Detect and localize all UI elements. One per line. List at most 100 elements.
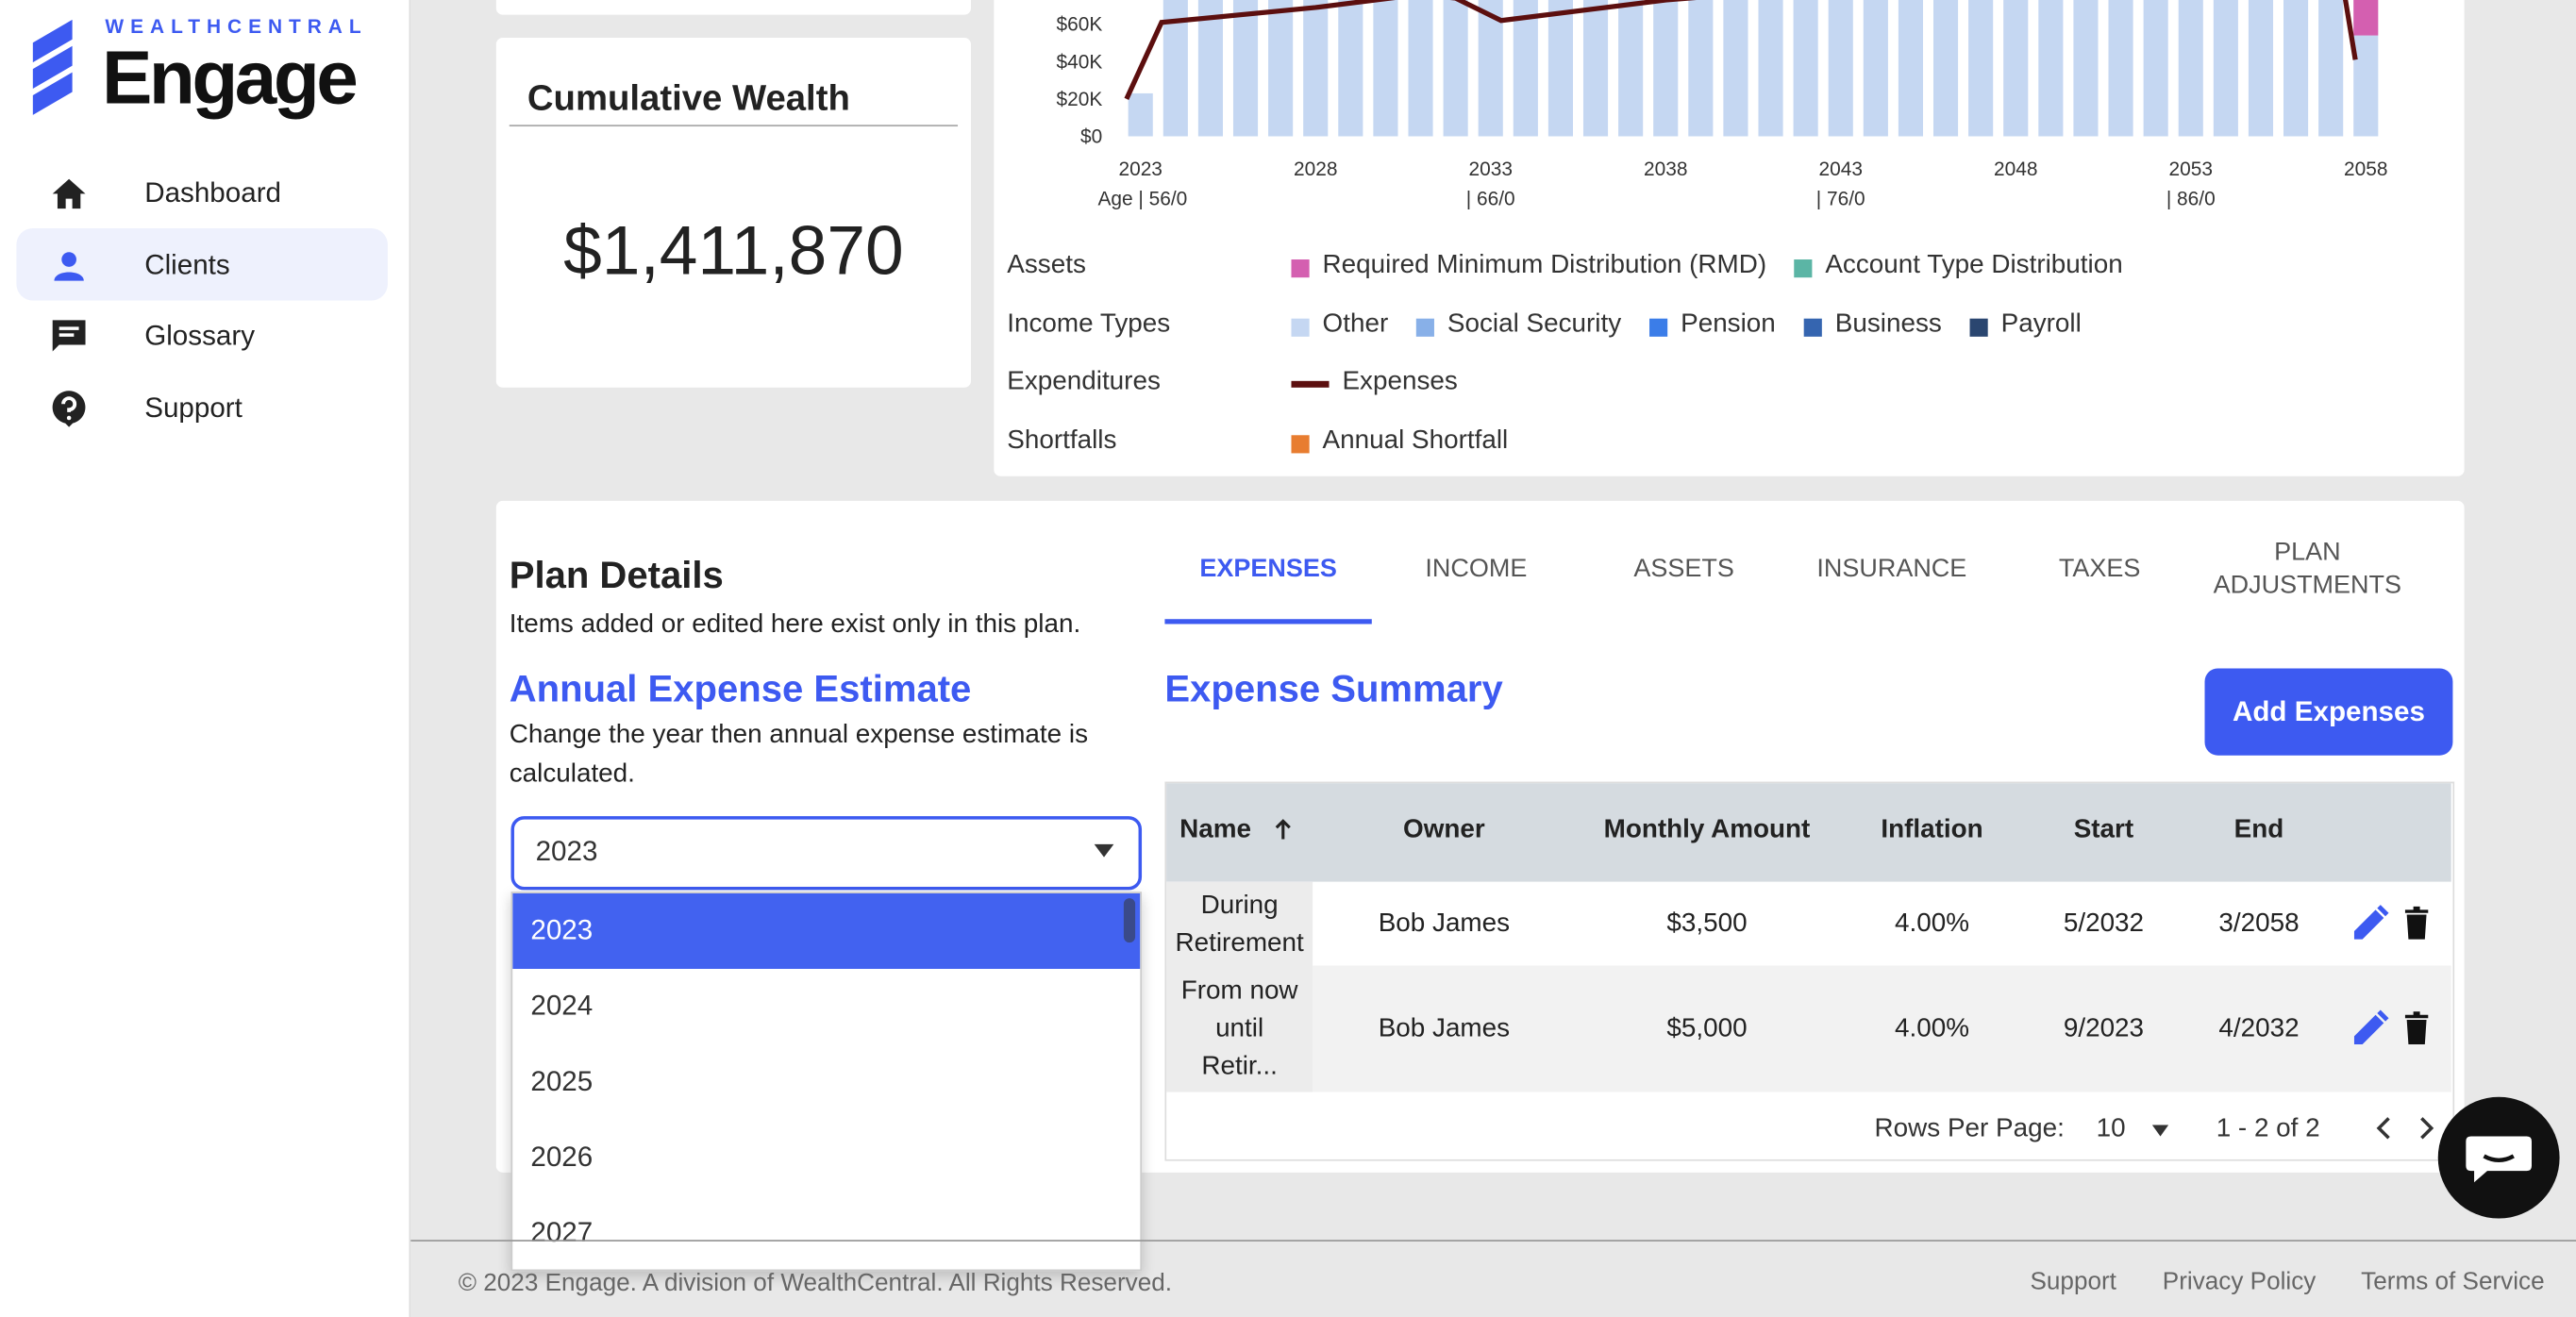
table-cell: $3,500 xyxy=(1666,909,1748,938)
x-tick-label: 2048 xyxy=(1994,158,2037,180)
legend-label: Other xyxy=(1322,309,1389,339)
copyright: © 2023 Engage. A division of WealthCentr… xyxy=(458,1269,1173,1298)
rows-per-page[interactable]: 10 xyxy=(2096,1114,2126,1143)
bar xyxy=(2213,0,2238,137)
dropdown-option[interactable]: 2025 xyxy=(530,1065,594,1097)
tab[interactable]: INSURANCE xyxy=(1816,555,1967,583)
legend-label: Business xyxy=(1834,309,1942,339)
brand-small: WEALTHCENTRAL xyxy=(105,14,368,39)
footer-link[interactable]: Support xyxy=(2030,1267,2116,1296)
pager[interactable] xyxy=(2372,1115,2438,1142)
column-header[interactable]: Name xyxy=(1179,816,1251,844)
bar xyxy=(2073,0,2099,137)
dropdown-option[interactable]: 2024 xyxy=(530,990,594,1022)
legend-group: Assets xyxy=(1007,251,1086,279)
legend-group: Expenditures xyxy=(1007,368,1161,397)
sidebar xyxy=(0,0,411,1317)
table-cell: From now until Retir... xyxy=(1180,976,1298,1081)
tab-underline xyxy=(1164,619,1372,625)
bar xyxy=(2038,0,2064,137)
add-button[interactable]: Add Expenses xyxy=(2204,668,2453,756)
bar xyxy=(1547,0,1573,137)
tab[interactable]: TAXES xyxy=(2058,555,2141,583)
bar xyxy=(2143,0,2168,137)
tab[interactable]: INCOME xyxy=(1425,555,1528,583)
legend-group: Income Types xyxy=(1007,309,1171,339)
year-select[interactable] xyxy=(510,816,1143,891)
brand-big: Engage xyxy=(101,34,359,121)
bar xyxy=(1268,0,1294,137)
nav-active-bg xyxy=(16,227,388,301)
bar xyxy=(1932,0,1959,137)
estimate-title: Annual Expense Estimate xyxy=(509,666,972,709)
bar xyxy=(2003,0,2029,137)
tab[interactable]: EXPENSES xyxy=(1199,555,1337,583)
table-cell: Bob James xyxy=(1378,1014,1511,1043)
bar xyxy=(2248,0,2274,137)
bar xyxy=(1723,0,1748,137)
tab[interactable]: PLAN ADJUSTMENTS xyxy=(2213,538,2402,600)
summary-title: Expense Summary xyxy=(1164,666,1503,709)
column-header[interactable]: Start xyxy=(2073,816,2134,844)
dropdown-option[interactable]: 2026 xyxy=(530,1141,594,1173)
bar xyxy=(1653,0,1679,137)
tab[interactable]: ASSETS xyxy=(1633,555,1734,583)
bar xyxy=(1373,0,1398,137)
bar xyxy=(2283,0,2309,137)
legend-swatch xyxy=(1969,318,1988,337)
row-actions[interactable] xyxy=(2350,902,2436,942)
legend-swatch xyxy=(1649,318,1668,337)
select-arrow xyxy=(1094,843,1114,858)
bar xyxy=(2318,0,2344,137)
legend-label: Annual Shortfall xyxy=(1322,426,1509,456)
table-cell: 3/2058 xyxy=(2218,909,2300,938)
plan-title: Plan Details xyxy=(509,553,724,596)
top-card xyxy=(495,0,971,15)
legend-swatch xyxy=(1415,318,1434,337)
chat-bubble xyxy=(2466,1136,2532,1183)
nav-item[interactable]: Glossary xyxy=(144,321,256,353)
y-tick-label: $40K xyxy=(1056,51,1102,73)
bar xyxy=(1408,0,1433,137)
table-cell: 5/2032 xyxy=(2063,909,2145,938)
bar xyxy=(1197,0,1223,137)
bar xyxy=(1828,0,1853,137)
chart: $0 $20K $40K $60K 2023 2028 2033 2038 2043 2048 20… xyxy=(1056,0,2387,210)
legend-label: Social Security xyxy=(1447,309,1622,339)
x-tick-label: 2028 xyxy=(1294,158,1337,180)
bar xyxy=(1338,0,1363,137)
y-tick-label: $0 xyxy=(1080,125,1102,147)
chat-icon xyxy=(52,320,86,352)
table-cell: 4.00% xyxy=(1894,1014,1969,1043)
home-icon xyxy=(52,178,86,209)
table-header xyxy=(1166,783,2451,882)
footer-link[interactable]: Terms of Service xyxy=(2361,1267,2545,1296)
bar xyxy=(1898,0,1924,137)
bar xyxy=(1513,0,1538,137)
x-tick-label: 2058 xyxy=(2344,158,2387,180)
dropdown-option[interactable]: 2027 xyxy=(530,1216,594,1248)
x-tick-label: 2033 xyxy=(1469,158,1513,180)
column-header[interactable]: Inflation xyxy=(1881,816,1983,844)
bar xyxy=(1863,0,1888,137)
footer-link[interactable]: Privacy Policy xyxy=(2162,1267,2317,1296)
nav-item[interactable]: Dashboard xyxy=(144,176,282,209)
legend-swatch xyxy=(1291,259,1310,278)
rmd-bar xyxy=(2353,0,2379,36)
nav-item[interactable]: Clients xyxy=(144,249,230,281)
nav-item[interactable]: Support xyxy=(144,392,243,425)
dropdown-option[interactable]: 2023 xyxy=(512,892,1141,969)
table-cell: 4/2032 xyxy=(2218,1014,2300,1043)
column-header[interactable]: End xyxy=(2233,816,2284,844)
legend-swatch xyxy=(1291,318,1310,337)
person-icon xyxy=(54,252,84,281)
legend-swatch xyxy=(1803,318,1822,337)
column-header[interactable]: Owner xyxy=(1403,816,1485,844)
column-header[interactable]: Monthly Amount xyxy=(1603,816,1811,844)
bar xyxy=(1232,0,1259,137)
bar xyxy=(1688,0,1714,137)
row-actions[interactable] xyxy=(2350,1008,2436,1047)
bar xyxy=(2178,0,2203,137)
